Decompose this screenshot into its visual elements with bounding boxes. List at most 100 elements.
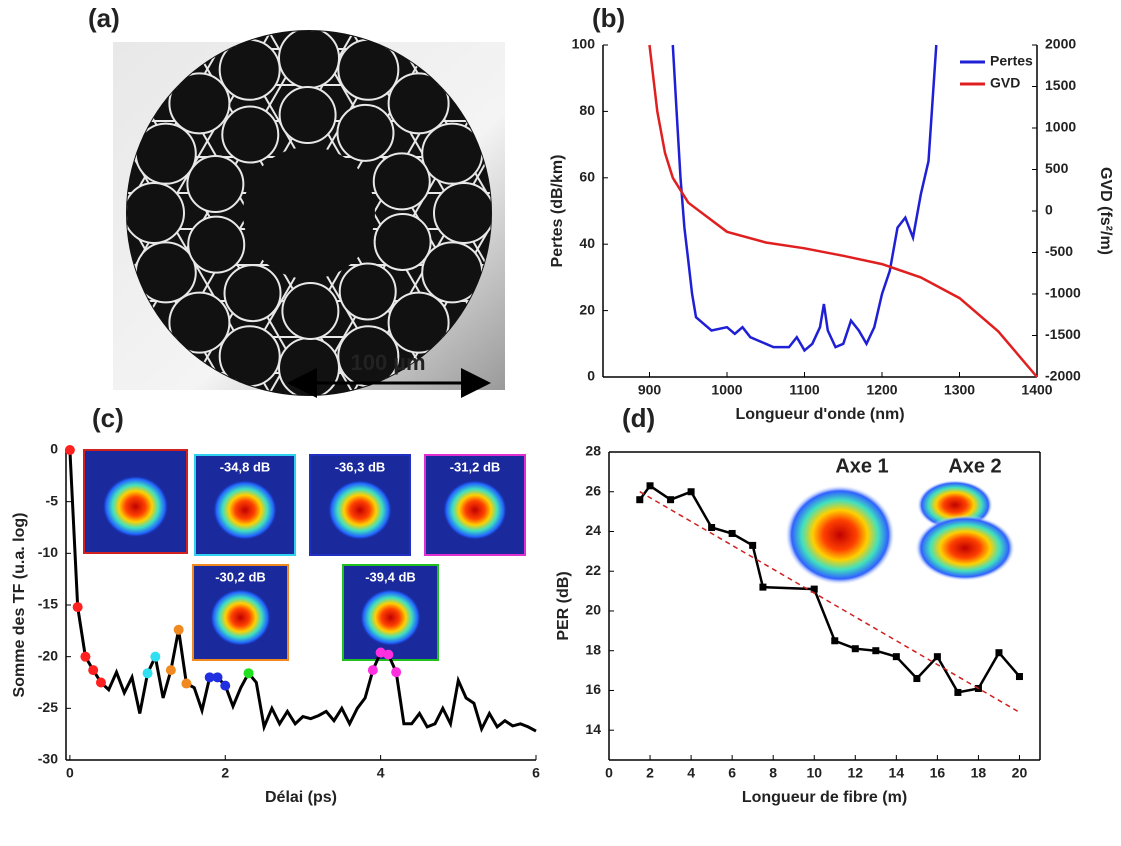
series-line (639, 491, 1020, 713)
x-tick-label: 16 (930, 765, 946, 781)
x-axis-label: Longueur d'onde (nm) (735, 406, 904, 423)
panel-label: (b) (592, 3, 625, 33)
inset-label: -31,2 dB (450, 459, 501, 474)
data-point (181, 678, 192, 689)
data-point (204, 672, 215, 683)
data-point (165, 665, 176, 676)
inner-tube (221, 105, 280, 164)
panel-label: (c) (92, 403, 124, 433)
cladding-tube (278, 337, 340, 395)
data-point (667, 496, 675, 504)
inner-tube (187, 215, 246, 274)
x-axis-label: Longueur de fibre (m) (742, 789, 907, 806)
y2-tick-label: -2000 (1045, 368, 1081, 384)
data-point (1015, 673, 1023, 681)
y-tick-label: 0 (587, 368, 595, 384)
inner-tube (373, 212, 432, 271)
y2-tick-label: 2000 (1045, 36, 1076, 52)
y-tick-label: 80 (579, 102, 595, 118)
data-point (872, 647, 880, 655)
data-point (80, 651, 91, 662)
y-tick-label: 0 (50, 441, 58, 457)
data-point (391, 667, 402, 678)
y2-tick-label: -1000 (1045, 285, 1081, 301)
y2-tick-label: 1500 (1045, 77, 1076, 93)
y-tick-label: 40 (579, 235, 595, 251)
data-point (759, 583, 767, 591)
y-tick-label: 14 (585, 721, 601, 737)
inset-label: -36,3 dB (335, 459, 386, 474)
panel-label: (a) (88, 3, 120, 33)
x-tick-label: 1100 (789, 382, 820, 398)
y-tick-label: 24 (585, 522, 601, 538)
cladding-tube (387, 291, 450, 354)
y2-tick-label: 500 (1045, 160, 1069, 176)
x-tick-label: 12 (847, 765, 863, 781)
x-axis-label: Délai (ps) (265, 789, 337, 806)
x-tick-label: 0 (66, 765, 74, 781)
data-point (212, 672, 223, 683)
y-tick-label: 20 (579, 301, 595, 317)
x-tick-label: 2 (646, 765, 654, 781)
panel-label: (d) (622, 403, 655, 433)
data-point (72, 602, 83, 613)
data-point (220, 680, 231, 691)
inner-tube (186, 155, 245, 214)
inner-tube (281, 281, 340, 340)
x-tick-label: 0 (605, 765, 613, 781)
annotation: Axe 2 (948, 455, 1001, 477)
data-point (810, 585, 818, 593)
y-tick-label: 16 (585, 681, 601, 697)
inset-label: -34,8 dB (220, 459, 271, 474)
data-point (383, 649, 394, 660)
mode-profile (213, 480, 277, 540)
data-point (995, 649, 1003, 657)
beam-profiles (785, 480, 1015, 585)
x-tick-label: 18 (971, 765, 987, 781)
mode-profile (210, 589, 271, 646)
data-point (708, 524, 716, 532)
inner-tube (278, 86, 337, 145)
cladding-tube (387, 72, 450, 135)
y-tick-label: -5 (46, 492, 59, 508)
x-tick-label: 6 (728, 765, 736, 781)
data-point (687, 488, 695, 496)
y-tick-label: 28 (585, 443, 601, 459)
y-tick-label: -10 (38, 544, 58, 560)
lattice-strut (308, 85, 491, 395)
y-tick-label: 20 (585, 602, 601, 618)
y2-tick-label: 1000 (1045, 119, 1076, 135)
x-tick-label: 1300 (944, 382, 975, 398)
data-point (851, 645, 859, 653)
data-point (375, 647, 386, 658)
y-tick-label: -25 (38, 699, 58, 715)
y2-tick-label: -500 (1045, 243, 1073, 259)
data-point (749, 541, 757, 549)
data-point (150, 651, 161, 662)
data-point (88, 665, 99, 676)
data-point (892, 653, 900, 661)
data-point (243, 668, 254, 679)
series-line (671, 44, 938, 353)
data-point (913, 675, 921, 683)
mode-profile (328, 480, 392, 540)
data-point (95, 677, 106, 688)
x-tick-label: 6 (532, 765, 540, 781)
inset-group: -34,8 dB -36,3 dB -31,2 dB -30,2 dB -39,4 dB (83, 449, 526, 661)
mode-profile (443, 480, 507, 540)
cladding-tube (168, 291, 231, 354)
y2-tick-label: 0 (1045, 202, 1053, 218)
x-tick-label: 2 (221, 765, 229, 781)
scale-bar-label: 100 µm (350, 350, 425, 375)
fiber-image (113, 30, 505, 398)
y-tick-label: -15 (38, 596, 58, 612)
x-tick-label: 1200 (866, 382, 897, 398)
x-tick-label: 8 (769, 765, 777, 781)
y-tick-label: 60 (579, 169, 595, 185)
cladding-tube (433, 182, 491, 244)
y2-axis-label: GVD (fs²/m) (1097, 167, 1114, 255)
x-tick-label: 4 (377, 765, 385, 781)
lattice-strut (308, 31, 491, 341)
data-point (142, 668, 153, 679)
series-line (648, 44, 1038, 378)
